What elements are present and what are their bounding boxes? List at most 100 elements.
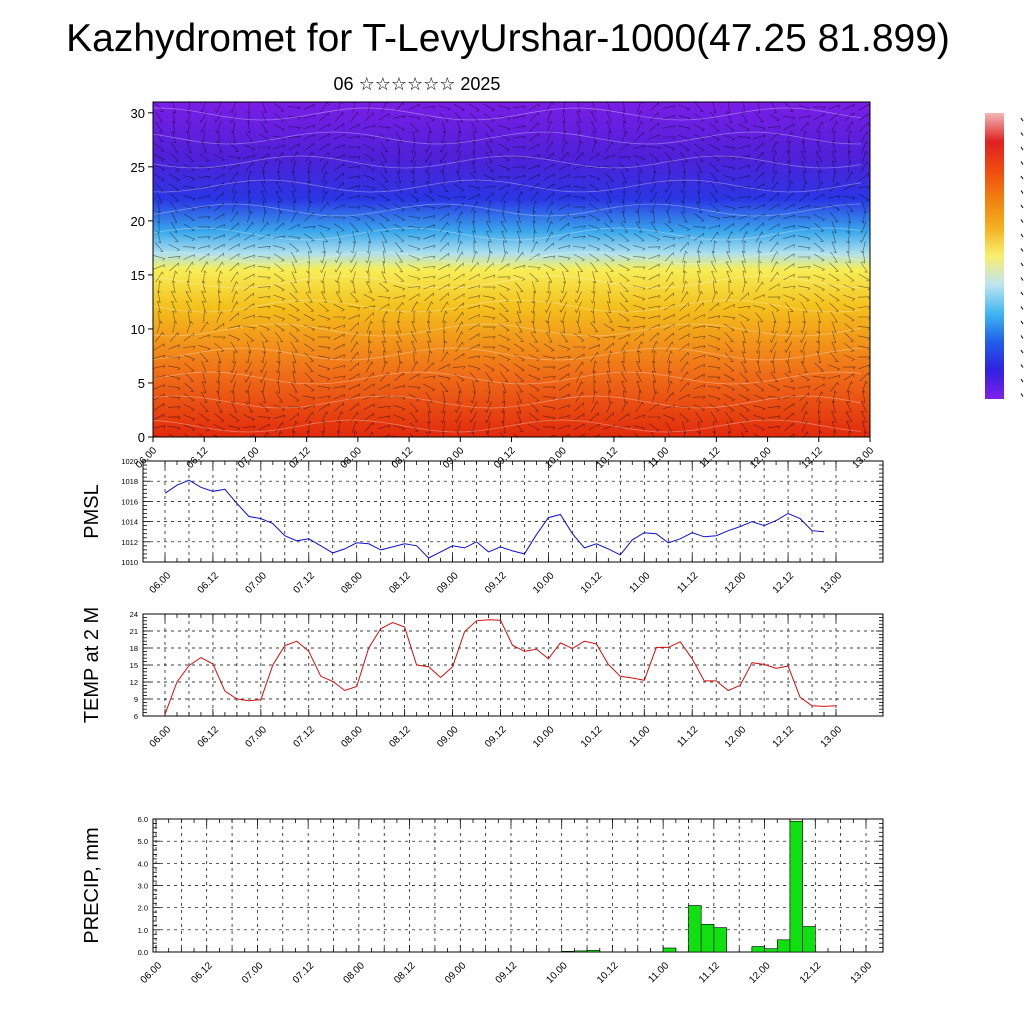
x-tick-label: 10.00	[543, 445, 569, 471]
y-tick-label: 1014	[121, 518, 138, 527]
x-tick-label: 09.12	[494, 960, 520, 986]
y-tick-label: 9	[134, 695, 138, 704]
y-tick-label: 0.0	[138, 948, 148, 957]
minor-ticks	[143, 613, 883, 717]
x-tick-label: 12.12	[771, 724, 797, 750]
x-tick-label: 10.00	[544, 960, 570, 986]
y-tick-label: 1.0	[138, 926, 148, 935]
x-tick-label: 11.12	[697, 960, 722, 985]
temperature-series-line	[164, 619, 837, 715]
precip-bar	[586, 950, 601, 953]
x-tick-label: 08.00	[339, 570, 365, 596]
x-tick-label: 09.00	[435, 724, 461, 750]
x-tick-label: 11.00	[627, 724, 652, 749]
page-title: Kazhydromet for T-LevyUrshar-1000(47.25 …	[66, 17, 950, 60]
x-tick-label: 10.12	[595, 960, 621, 986]
x-tick-label: 13.00	[819, 570, 845, 596]
pmsl-chart: 1010 1012 1014 1016 1018 1020 06.00 06.12 07.00 0…	[81, 457, 884, 596]
grid-lines	[143, 460, 883, 563]
x-tick-label: 07.00	[244, 570, 270, 596]
precip-bar	[713, 927, 727, 953]
x-tick-label: 11.00	[627, 570, 652, 595]
page-subtitle: 06 ☆☆☆☆☆☆ 2025	[333, 74, 501, 94]
x-tick-label: 11.12	[675, 724, 700, 749]
colorbar-tick	[1020, 262, 1024, 267]
precip-bar	[802, 926, 816, 953]
x-tick-label: 11.00	[646, 445, 671, 470]
x-tick-label: 08.12	[387, 570, 413, 596]
y-tick-label: 12	[130, 678, 138, 687]
y-tick-label: 20	[131, 214, 145, 229]
y-tick-label: 1018	[121, 477, 138, 486]
colorbar-tick	[1020, 248, 1024, 252]
colorbar-tick	[1020, 146, 1024, 151]
colorbar-tick	[1020, 393, 1024, 397]
precipitation-chart: 0.0 1.0 2.0 3.0 4.0 5.0 6.0 06.00 06.12 07.00 07.1…	[81, 815, 884, 986]
y-tick-label: 1016	[121, 497, 138, 506]
precip-bar	[789, 820, 803, 953]
x-tick-label: 09.12	[483, 570, 509, 596]
y-tick-label: 1010	[121, 558, 138, 567]
precip-bar	[662, 947, 677, 953]
x-tick-label: 13.00	[851, 445, 877, 471]
precip-bar	[574, 950, 588, 953]
y-tick-label: 1012	[121, 538, 138, 547]
x-tick-label: 08.12	[392, 960, 418, 986]
x-tick-label: 12.12	[799, 445, 825, 471]
color-field	[153, 102, 870, 437]
x-tick-label: 11.00	[646, 960, 671, 985]
x-tick-label: 10.12	[579, 724, 605, 750]
y-tick-label: 10	[131, 322, 145, 337]
colorbar-tick	[1020, 161, 1024, 165]
x-tick-label: 07.00	[236, 445, 262, 471]
precip-bar	[764, 948, 778, 953]
x-tick-label: 11.12	[675, 570, 700, 595]
colorbar-tick	[1020, 306, 1024, 310]
x-tick-label: 12.00	[723, 724, 749, 750]
y-tick-label: 30	[131, 106, 145, 121]
x-tick-label: 06.00	[139, 960, 165, 986]
temperature-chart: 6 9 12 15 18 21 24 06.00 06.12 07.00 07.12 08.00 08.…	[81, 607, 884, 750]
plot-frame	[142, 460, 884, 563]
x-tick-label: 06.00	[148, 724, 174, 750]
x-tick-label: 07.00	[244, 724, 270, 750]
x-tick-label: 12.12	[771, 570, 797, 596]
x-tick-label: 12.00	[748, 445, 774, 471]
x-tick-label: 06.12	[196, 570, 222, 596]
x-tick-label: 10.12	[579, 570, 605, 596]
y-tick-label: 4.0	[138, 859, 148, 868]
y-tick-label: 15	[131, 268, 145, 283]
colorbar	[985, 113, 1024, 399]
colorbar-tick	[1020, 349, 1024, 354]
colorbar-tick	[1020, 219, 1024, 223]
precip-bar	[776, 939, 791, 953]
y-tick-label: 21	[130, 627, 138, 636]
x-tick-label: 09.00	[443, 960, 469, 986]
y-tick-label: 5.0	[138, 837, 148, 846]
x-tick-label: 12.00	[747, 960, 773, 986]
colorbar-tick	[1020, 291, 1024, 296]
x-tick-label: 07.12	[291, 960, 317, 986]
x-tick-label: 08.12	[387, 724, 413, 750]
x-tick-label: 06.12	[196, 724, 222, 750]
grid-lines	[153, 818, 883, 953]
x-tick-label: 07.00	[240, 960, 266, 986]
y-tick-label: 6	[134, 712, 138, 721]
x-tick-label: 06.00	[148, 570, 174, 596]
y-tick-label: 24	[130, 610, 138, 619]
precip-bar	[700, 923, 715, 953]
y-axis-label: PMSL	[81, 484, 103, 538]
x-tick-label: 07.12	[291, 724, 317, 750]
x-tick-label: 13.00	[849, 960, 875, 986]
x-tick-label: 13.00	[819, 724, 845, 750]
y-tick-label: 3.0	[138, 882, 148, 891]
y-axis-label: PRECIP, mm	[81, 827, 103, 943]
y-tick-label: 18	[130, 644, 138, 653]
pmsl-series-line	[164, 479, 825, 559]
x-tick-label: 07.12	[287, 445, 313, 471]
x-tick-label: 10.00	[531, 724, 557, 750]
y-tick-label: 25	[131, 160, 145, 175]
colorbar-tick	[1020, 378, 1024, 383]
